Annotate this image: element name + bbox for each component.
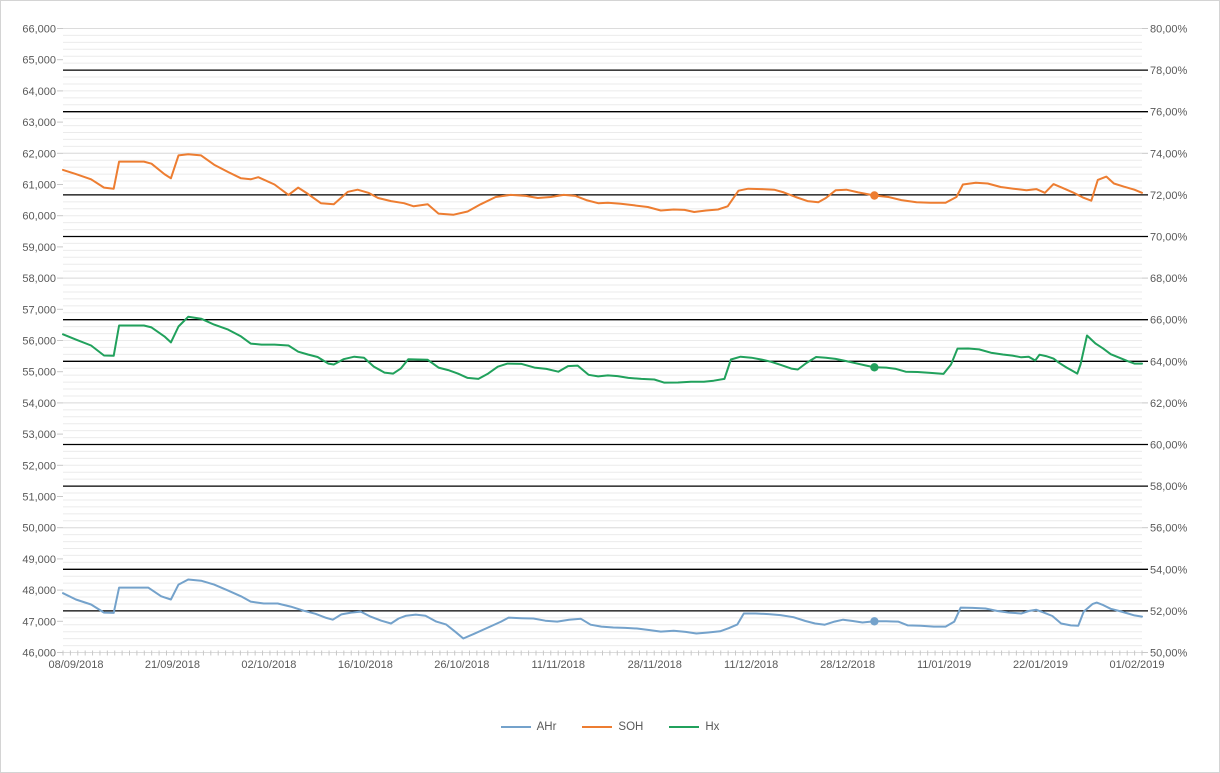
y-right-tick-label: 70,00% (1150, 232, 1188, 244)
chart-legend: AHr SOH Hx (1, 715, 1219, 739)
series-marker-ahr[interactable] (870, 617, 879, 626)
legend-swatch-ahr-icon (500, 725, 531, 729)
y-right-tick-label: 52,00% (1150, 606, 1188, 618)
y-right-tick-label: 76,00% (1150, 107, 1188, 119)
y-left-tick-label: 54,000 (22, 398, 56, 410)
series-marker-soh[interactable] (870, 191, 879, 200)
y-left-tick-label: 49,000 (22, 554, 56, 566)
x-tick-label: 22/01/2019 (1013, 659, 1068, 671)
x-tick-label: 01/02/2019 (1109, 659, 1164, 671)
x-tick-label: 11/01/2019 (917, 659, 971, 671)
y-left-tick-label: 58,000 (22, 273, 56, 285)
y-right-tick-label: 74,00% (1150, 148, 1188, 160)
y-right-tick-label: 80,00% (1150, 24, 1188, 36)
x-tick-label: 16/10/2018 (338, 659, 393, 671)
x-tick-label: 08/09/2018 (48, 659, 103, 671)
y-left-tick-label: 63,000 (22, 117, 56, 129)
legend-swatch-soh-icon (582, 725, 613, 729)
y-right-tick-label: 62,00% (1150, 398, 1188, 410)
y-right-tick-label: 66,00% (1150, 315, 1188, 327)
y-left-tick-label: 65,000 (22, 55, 56, 67)
x-tick-label: 28/11/2018 (628, 659, 682, 671)
x-tick-label: 11/12/2018 (724, 659, 778, 671)
y-left-tick-label: 61,000 (22, 180, 56, 192)
y-left-tick-label: 62,000 (22, 148, 56, 160)
y-right-tick-label: 68,00% (1150, 273, 1188, 285)
y-left-tick-label: 48,000 (22, 585, 56, 597)
y-right-tick-label: 72,00% (1150, 190, 1188, 202)
y-left-tick-label: 59,000 (22, 242, 56, 254)
y-left-tick-label: 53,000 (22, 429, 56, 441)
y-left-tick-label: 66,000 (22, 24, 56, 36)
y-right-tick-label: 54,00% (1150, 564, 1188, 576)
legend-label-hx: Hx (705, 721, 720, 733)
legend-label-soh: SOH (618, 721, 644, 733)
legend-item-hx[interactable]: Hx (669, 721, 719, 733)
y-left-tick-label: 46,000 (22, 648, 56, 660)
x-tick-label: 26/10/2018 (434, 659, 489, 671)
y-left-tick-label: 64,000 (22, 86, 56, 98)
legend-item-ahr[interactable]: AHr (500, 721, 557, 733)
y-right-tick-label: 50,00% (1150, 648, 1188, 660)
legend-label-ahr: AHr (536, 721, 557, 733)
x-tick-label: 21/09/2018 (145, 659, 200, 671)
y-left-tick-label: 56,000 (22, 336, 56, 348)
series-line-ahr[interactable] (62, 578, 1143, 640)
x-tick-label: 28/12/2018 (820, 659, 875, 671)
series-line-soh[interactable] (62, 153, 1143, 216)
y-right-tick-label: 58,00% (1150, 481, 1188, 493)
x-tick-label: 02/10/2018 (241, 659, 296, 671)
x-tick-label: 11/11/2018 (532, 659, 585, 671)
y-left-tick-label: 50,000 (22, 523, 56, 535)
y-left-tick-label: 60,000 (22, 211, 56, 223)
y-right-tick-label: 78,00% (1150, 65, 1188, 77)
y-left-tick-label: 51,000 (22, 492, 56, 504)
y-left-tick-label: 57,000 (22, 304, 56, 316)
series-marker-hx[interactable] (870, 363, 879, 372)
y-left-tick-label: 47,000 (22, 616, 56, 628)
series-line-hx[interactable] (62, 315, 1143, 384)
y-left-tick-label: 52,000 (22, 460, 56, 472)
y-right-tick-label: 56,00% (1150, 523, 1188, 535)
legend-swatch-hx-icon (669, 725, 700, 729)
y-right-tick-label: 64,00% (1150, 356, 1188, 368)
legend-item-soh[interactable]: SOH (582, 721, 643, 733)
y-right-tick-label: 60,00% (1150, 440, 1188, 452)
y-left-tick-label: 55,000 (22, 367, 56, 379)
